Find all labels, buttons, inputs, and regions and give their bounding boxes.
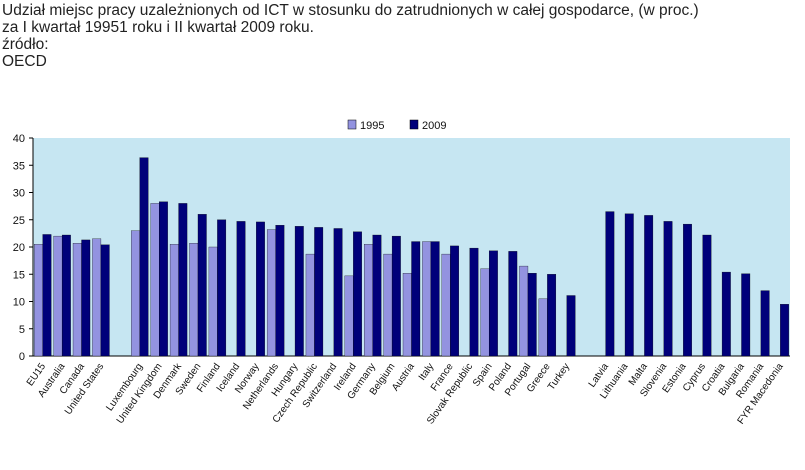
bar-2009 <box>469 247 479 357</box>
bar-1995 <box>305 253 315 357</box>
bar-1995 <box>538 298 548 357</box>
bar-2009 <box>508 251 518 357</box>
legend-swatch-2009 <box>409 119 419 130</box>
bar-2009 <box>178 203 188 357</box>
bar-2009 <box>217 219 227 357</box>
bar-1995 <box>131 230 140 357</box>
bar-1995 <box>266 229 276 357</box>
bar-2009 <box>353 231 362 357</box>
bar-2009 <box>450 245 459 357</box>
bar-2009 <box>275 225 285 357</box>
y-tick-label: 5 <box>19 324 25 336</box>
bar-2009 <box>314 227 324 357</box>
bar-2009 <box>236 221 246 357</box>
bar-2009 <box>81 239 91 357</box>
y-tick-label: 25 <box>13 215 25 227</box>
bar-2009 <box>644 215 654 357</box>
bar-1995 <box>383 253 393 357</box>
bar-1995 <box>364 244 373 357</box>
y-tick-label: 15 <box>13 269 25 281</box>
bar-2009 <box>100 244 110 357</box>
legend-swatch-1995 <box>347 119 357 130</box>
bar-2009 <box>760 290 770 357</box>
y-tick-label: 40 <box>13 133 25 145</box>
bar-1995 <box>519 265 529 357</box>
bar-1995 <box>92 238 102 357</box>
bar-2009 <box>780 304 789 357</box>
bar-1995 <box>441 253 451 357</box>
bar-2009 <box>197 214 207 357</box>
chart-subtitle: za I kwartał 19951 roku i II kwartał 200… <box>2 19 314 36</box>
bar-2009 <box>488 250 498 357</box>
bar-2009 <box>721 271 731 357</box>
bar-2009 <box>61 234 71 357</box>
bar-2009 <box>663 221 673 357</box>
bar-2009 <box>605 211 615 357</box>
bar-2009 <box>566 295 576 357</box>
legend-label-2009: 2009 <box>422 120 446 132</box>
bar-2009 <box>42 234 52 357</box>
bar-2009 <box>333 228 343 357</box>
legend-label-1995: 1995 <box>360 120 384 132</box>
bar-2009 <box>372 234 382 357</box>
bar-2009 <box>702 234 712 357</box>
bar-1995 <box>480 268 490 357</box>
bar-2009 <box>139 157 149 357</box>
bar-2009 <box>294 226 304 357</box>
bar-1995 <box>208 246 218 357</box>
bar-2009 <box>547 274 557 357</box>
bar-1995 <box>53 235 63 357</box>
bar-2009 <box>256 221 265 357</box>
bar-2009 <box>391 235 401 357</box>
source-name: OECD <box>2 53 47 70</box>
bar-1995 <box>169 244 179 357</box>
bar-2009 <box>411 241 421 357</box>
bar-1995 <box>150 203 160 357</box>
bar-1995 <box>344 275 354 357</box>
chart-header: Udział miejsc pracy uzależnionych od ICT… <box>2 2 802 70</box>
bar-chart: 0510152025303540EU15AustraliaCanadaUnite… <box>13 119 790 426</box>
y-tick-label: 30 <box>13 188 25 200</box>
bar-2009 <box>624 213 634 357</box>
bar-2009 <box>430 241 440 357</box>
source-label: źródło: <box>2 36 49 53</box>
y-tick-label: 35 <box>13 160 25 172</box>
y-tick-label: 0 <box>19 351 25 363</box>
bar-1995 <box>422 241 432 357</box>
chart-title: Udział miejsc pracy uzależnionych od ICT… <box>2 2 699 19</box>
y-tick-label: 10 <box>13 297 25 309</box>
bar-2009 <box>741 273 751 357</box>
bar-1995 <box>402 273 412 357</box>
bar-1995 <box>34 244 43 357</box>
y-tick-label: 20 <box>13 242 25 254</box>
bar-1995 <box>72 243 82 357</box>
bar-1995 <box>189 243 199 357</box>
bar-2009 <box>527 273 537 357</box>
bar-2009 <box>159 201 168 357</box>
bar-2009 <box>683 223 692 357</box>
